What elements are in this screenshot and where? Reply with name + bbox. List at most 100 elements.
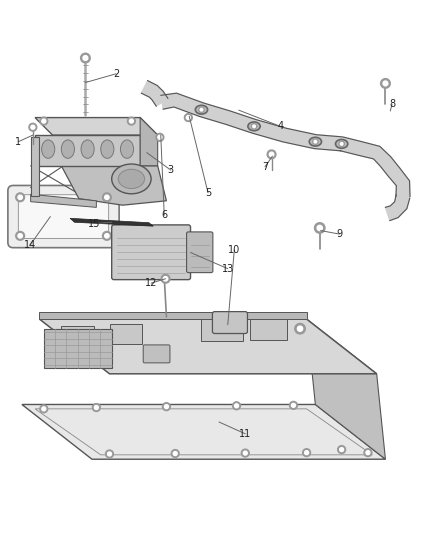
- Circle shape: [364, 449, 372, 457]
- Circle shape: [102, 231, 111, 240]
- Polygon shape: [110, 324, 142, 344]
- Polygon shape: [22, 405, 385, 459]
- Text: 10: 10: [228, 245, 240, 255]
- Text: 8: 8: [389, 100, 395, 109]
- Text: 12: 12: [145, 278, 157, 288]
- Circle shape: [29, 123, 37, 131]
- Circle shape: [94, 406, 98, 409]
- Circle shape: [92, 403, 100, 411]
- Ellipse shape: [101, 140, 114, 158]
- FancyBboxPatch shape: [18, 195, 109, 238]
- Polygon shape: [31, 194, 96, 207]
- Circle shape: [83, 55, 88, 60]
- Polygon shape: [140, 118, 158, 166]
- Circle shape: [173, 451, 177, 456]
- Ellipse shape: [195, 106, 208, 114]
- Ellipse shape: [81, 140, 94, 158]
- Ellipse shape: [336, 140, 348, 148]
- Circle shape: [251, 124, 257, 129]
- Circle shape: [381, 78, 390, 88]
- Circle shape: [340, 448, 343, 451]
- Circle shape: [42, 407, 46, 411]
- Text: 13: 13: [222, 264, 234, 273]
- Circle shape: [163, 277, 168, 281]
- Circle shape: [105, 233, 109, 238]
- Polygon shape: [141, 80, 168, 106]
- Circle shape: [107, 452, 111, 456]
- Text: 14: 14: [24, 240, 36, 251]
- Polygon shape: [35, 135, 140, 166]
- Circle shape: [235, 404, 238, 408]
- Circle shape: [18, 233, 22, 238]
- Circle shape: [317, 225, 322, 231]
- Ellipse shape: [248, 122, 260, 131]
- Polygon shape: [70, 219, 153, 226]
- Circle shape: [171, 449, 179, 457]
- Circle shape: [40, 117, 48, 125]
- Polygon shape: [35, 118, 158, 135]
- Circle shape: [164, 405, 168, 409]
- Circle shape: [31, 125, 35, 129]
- Circle shape: [383, 81, 388, 86]
- Circle shape: [106, 450, 113, 458]
- Circle shape: [253, 125, 255, 128]
- Circle shape: [292, 403, 296, 407]
- Circle shape: [162, 403, 170, 410]
- FancyBboxPatch shape: [112, 225, 191, 280]
- Circle shape: [16, 231, 25, 240]
- Circle shape: [313, 139, 318, 144]
- Circle shape: [105, 195, 109, 199]
- Text: 5: 5: [205, 188, 211, 198]
- Text: 15: 15: [88, 219, 100, 229]
- FancyBboxPatch shape: [212, 312, 247, 334]
- Circle shape: [187, 116, 191, 119]
- Circle shape: [42, 119, 46, 123]
- Text: 7: 7: [262, 161, 268, 172]
- Text: 3: 3: [168, 165, 174, 175]
- Circle shape: [184, 114, 192, 122]
- FancyBboxPatch shape: [143, 345, 170, 363]
- Text: 4: 4: [277, 122, 283, 131]
- Circle shape: [304, 451, 308, 455]
- Circle shape: [199, 107, 204, 112]
- Polygon shape: [201, 319, 243, 341]
- Ellipse shape: [42, 140, 55, 158]
- Polygon shape: [39, 319, 377, 374]
- Polygon shape: [61, 166, 166, 205]
- Ellipse shape: [120, 140, 134, 158]
- Circle shape: [314, 223, 325, 233]
- Circle shape: [269, 152, 274, 157]
- Circle shape: [267, 150, 276, 159]
- Text: 6: 6: [161, 210, 167, 220]
- Circle shape: [156, 133, 164, 141]
- Circle shape: [338, 446, 346, 454]
- Polygon shape: [385, 195, 410, 221]
- Polygon shape: [307, 319, 385, 459]
- FancyBboxPatch shape: [187, 232, 213, 273]
- Ellipse shape: [61, 140, 74, 158]
- Circle shape: [158, 135, 162, 139]
- Circle shape: [297, 326, 303, 332]
- Circle shape: [314, 140, 317, 143]
- Polygon shape: [161, 93, 342, 151]
- Circle shape: [366, 451, 370, 455]
- Text: 2: 2: [113, 69, 119, 79]
- Circle shape: [127, 117, 135, 125]
- Circle shape: [16, 193, 25, 201]
- Circle shape: [81, 53, 90, 63]
- Bar: [44, 329, 112, 368]
- Circle shape: [130, 119, 133, 123]
- Polygon shape: [61, 326, 94, 345]
- Ellipse shape: [118, 169, 145, 189]
- Circle shape: [40, 405, 48, 413]
- Circle shape: [295, 324, 305, 334]
- Ellipse shape: [309, 138, 321, 146]
- FancyBboxPatch shape: [8, 185, 119, 248]
- Circle shape: [339, 141, 344, 147]
- Polygon shape: [340, 137, 410, 197]
- Polygon shape: [250, 319, 287, 340]
- Text: 9: 9: [336, 229, 343, 239]
- Circle shape: [102, 193, 111, 201]
- Circle shape: [244, 451, 247, 455]
- Circle shape: [161, 274, 170, 283]
